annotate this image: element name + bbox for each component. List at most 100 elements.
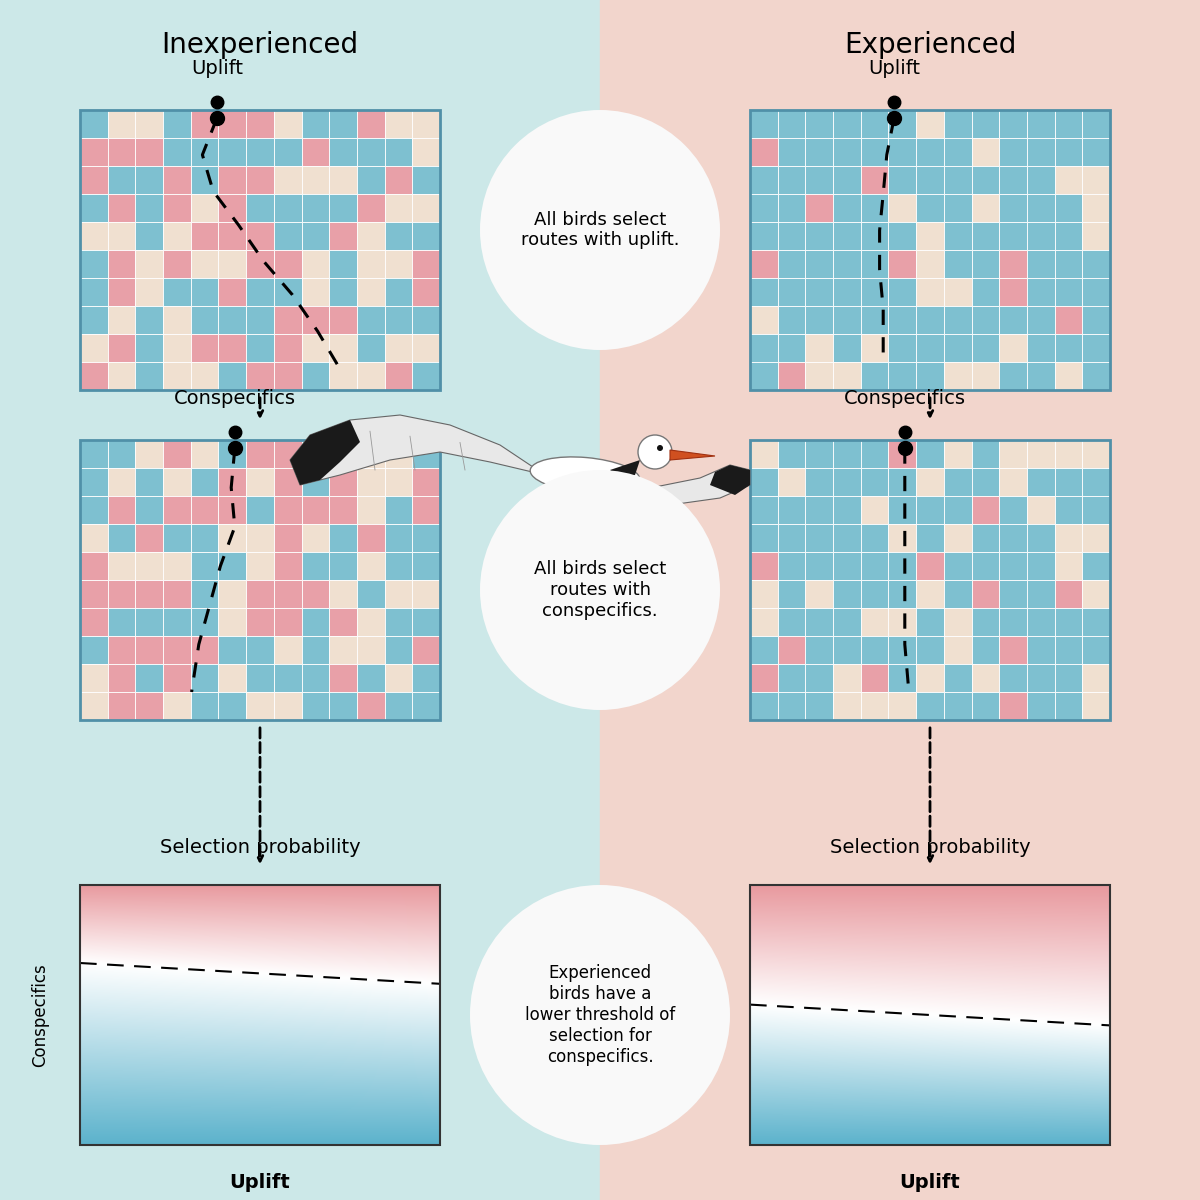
Bar [805,334,833,362]
Bar [136,110,163,138]
Bar [218,580,246,608]
Bar [805,692,833,720]
Bar [750,166,778,194]
Bar [218,636,246,664]
Bar [972,692,1000,720]
Bar [1082,250,1110,278]
Bar [860,608,888,636]
Bar [833,110,860,138]
Bar [778,194,805,222]
Bar [1055,334,1082,362]
Bar [356,664,385,692]
Bar [860,110,888,138]
Bar [108,440,136,468]
Bar [274,580,301,608]
Bar [944,552,972,580]
Text: Conspecifics: Conspecifics [174,389,295,408]
Bar [163,692,191,720]
Bar [888,110,916,138]
Bar [356,496,385,524]
Bar [413,580,440,608]
Bar [1055,440,1082,468]
Bar [274,334,301,362]
Polygon shape [610,460,640,480]
Text: All birds select
routes with uplift.: All birds select routes with uplift. [521,211,679,250]
Bar [860,362,888,390]
Bar [301,138,329,166]
Bar [778,306,805,334]
Bar [944,166,972,194]
Bar [80,636,108,664]
Bar [888,692,916,720]
Bar [1082,138,1110,166]
Bar [246,194,274,222]
Bar [218,278,246,306]
Bar [944,250,972,278]
Bar [805,278,833,306]
Bar [860,334,888,362]
Bar [860,552,888,580]
Bar [301,110,329,138]
Bar [136,636,163,664]
Bar [218,468,246,496]
Bar [972,580,1000,608]
Bar [1055,306,1082,334]
Bar [329,334,356,362]
Bar [944,524,972,552]
Bar [1000,334,1027,362]
Bar [301,222,329,250]
Bar [1000,440,1027,468]
Bar [385,362,413,390]
Bar [805,664,833,692]
Bar [860,524,888,552]
Bar [1055,166,1082,194]
Bar [329,306,356,334]
Bar [218,362,246,390]
Bar [108,222,136,250]
Bar [356,110,385,138]
Bar [972,496,1000,524]
Bar [778,664,805,692]
Bar [860,278,888,306]
Bar [916,608,944,636]
Bar [413,608,440,636]
Bar [301,362,329,390]
Bar [356,440,385,468]
Bar [1055,692,1082,720]
Bar [301,552,329,580]
Bar [1055,250,1082,278]
Bar [1000,222,1027,250]
Bar [1082,580,1110,608]
Bar [888,362,916,390]
Bar [1055,636,1082,664]
Bar [1055,278,1082,306]
Bar [301,608,329,636]
Bar [136,468,163,496]
Bar [833,166,860,194]
Bar [888,552,916,580]
Bar [356,608,385,636]
Bar [136,194,163,222]
Bar [1027,278,1055,306]
Bar [833,222,860,250]
Bar [916,636,944,664]
Bar [833,496,860,524]
Bar [944,496,972,524]
Bar [191,362,218,390]
Bar [246,334,274,362]
Text: Uplift: Uplift [191,59,242,78]
Bar [1000,138,1027,166]
Bar [136,608,163,636]
Bar [972,110,1000,138]
Bar [80,362,108,390]
Bar [191,278,218,306]
Bar [163,222,191,250]
Bar [860,496,888,524]
Bar [1027,334,1055,362]
Bar [163,278,191,306]
Bar [972,250,1000,278]
Bar [385,334,413,362]
Bar [218,524,246,552]
Bar [944,334,972,362]
Bar [329,110,356,138]
